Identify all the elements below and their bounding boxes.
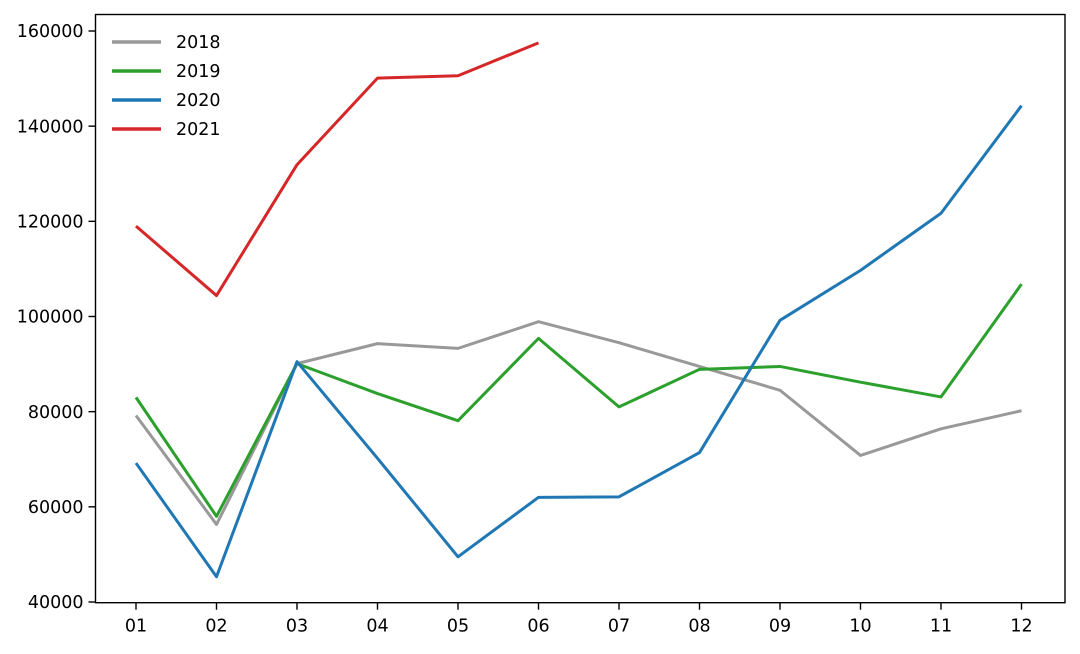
plot-border <box>94 13 1066 604</box>
legend-label-2020: 2020 <box>176 91 221 111</box>
legend-item-2020: 2020 <box>112 91 221 111</box>
y-tick-label: 80000 <box>28 403 84 423</box>
x-tick-label: 04 <box>366 617 388 637</box>
y-tick-label: 140000 <box>17 117 84 137</box>
series-line-2019 <box>134 283 1023 518</box>
legend-label-2021: 2021 <box>176 120 221 140</box>
y-tick-label: 40000 <box>28 593 84 613</box>
x-tick-label: 02 <box>205 617 227 637</box>
legend-label-2019: 2019 <box>176 62 221 82</box>
x-tick-label: 08 <box>688 617 710 637</box>
x-tick-label: 07 <box>608 617 630 637</box>
series-line-2020 <box>134 104 1023 579</box>
y-tick-label: 160000 <box>17 22 84 42</box>
legend: 2018 2019 2020 2021 <box>112 33 221 140</box>
x-tick-label: 01 <box>125 617 147 637</box>
series-line-2018 <box>134 320 1022 526</box>
y-tick-label: 100000 <box>17 308 84 328</box>
x-tick-label: 05 <box>447 617 469 637</box>
x-tick-label: 03 <box>286 617 308 637</box>
y-tick-label: 60000 <box>28 498 84 518</box>
legend-item-2021: 2021 <box>112 120 221 140</box>
x-tick-label: 06 <box>527 617 549 637</box>
x-tick-label: 10 <box>849 617 871 637</box>
legend-label-2018: 2018 <box>176 33 221 53</box>
y-tick-label: 120000 <box>17 212 84 232</box>
x-tick-label: 09 <box>769 617 791 637</box>
legend-item-2018: 2018 <box>112 33 221 53</box>
x-tick-label: 12 <box>1010 617 1032 637</box>
series-line-2021 <box>135 41 540 298</box>
legend-item-2019: 2019 <box>112 62 221 82</box>
x-tick-label: 11 <box>930 617 952 637</box>
